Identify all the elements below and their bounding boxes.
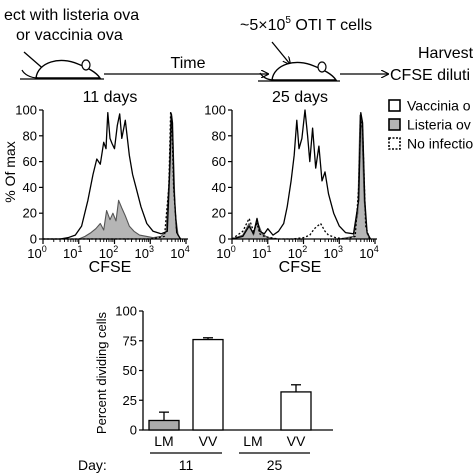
legend-swatch-gray-filled: [388, 118, 401, 131]
legend-label-dotted: No infectio: [407, 136, 473, 152]
infect-label-line1: ect with listeria ova: [4, 7, 139, 24]
histogram-day-11: % Of max CFSE 0 20 40 60 80 100 100 101 102 103 10…: [2, 103, 190, 277]
h2-xlabel: CFSE: [279, 259, 322, 276]
day-group-label: 25: [267, 457, 283, 473]
bar-chart: Percent dividing cells Day: 0 25 50 75 100 LM…: [78, 304, 333, 473]
legend-swatch-dotted: [388, 137, 401, 150]
h1-xtick-label: 102: [99, 244, 118, 261]
h2-xtick-label: 104: [359, 244, 378, 261]
mouse-icon-left: [21, 59, 102, 79]
h1-ytick-label: 40: [23, 180, 37, 195]
transfer-arrow: [271, 41, 290, 64]
schematic: ect with listeria ova or vaccinia ova Ti…: [4, 7, 474, 106]
h2-series-solid-open: [231, 109, 372, 240]
h2-series-gray-filled: [231, 114, 371, 240]
h2-ytick-label: 20: [212, 206, 226, 221]
bar-category-label: LM: [243, 433, 262, 449]
h2-series-gray-filled-area: [232, 115, 371, 239]
harvest-label-line1: Harvest: [418, 45, 474, 62]
time-label: Time: [171, 55, 206, 72]
h2-xtick-label: 103: [324, 244, 343, 261]
infect-label-line2: or vaccinia ova: [16, 27, 123, 44]
transfer-prefix: ~5×10: [240, 17, 285, 34]
h1-xlabel: CFSE: [89, 259, 132, 276]
bar-3: [280, 391, 312, 431]
h2-xtick-label: 100: [216, 244, 235, 261]
h1-ytick-label: 80: [23, 128, 37, 143]
h1-ytick-label: 60: [23, 154, 37, 169]
legend-swatch-solid-open: [388, 99, 401, 112]
h2-ytick-label: 40: [212, 180, 226, 195]
h1-xtick-label: 100: [27, 244, 46, 261]
transfer-suffix: OTI T cells: [291, 17, 372, 34]
legend: Vaccinia o Listeria ov No infectio: [388, 98, 473, 152]
h1-ytick-label: 0: [30, 232, 37, 247]
transfer-exponent: 5: [285, 15, 291, 26]
bar-category-label: VV: [287, 433, 306, 449]
legend-label-gray-filled: Listeria ov: [407, 117, 471, 133]
bar-0: [148, 419, 180, 431]
h1-series-dotted: [43, 111, 182, 240]
day-group-label: 11: [179, 457, 194, 473]
bar-1: [192, 338, 224, 431]
legend-label-solid-open: Vaccinia o: [407, 98, 471, 114]
day-label-left: 11 days: [83, 89, 138, 106]
h2-xtick-label: 101: [252, 244, 271, 261]
h2-ytick-label: 60: [212, 154, 226, 169]
bar-ytick-label: 100: [115, 304, 137, 319]
day-prefix: Day:: [78, 457, 107, 473]
h2-ytick-label: 0: [219, 232, 226, 247]
bar-ytick-label: 75: [123, 333, 137, 348]
h1-series-gray-filled-area: [43, 112, 181, 239]
h1-xtick-label: 104: [170, 244, 189, 261]
day-label-right: 25 days: [272, 89, 328, 106]
histogram-day-25: CFSE 0 20 40 60 80 100 100 101 102 103 104: [204, 103, 378, 277]
h1-xtick-label: 101: [63, 244, 82, 261]
h2-xtick-label: 102: [288, 244, 307, 261]
mouse-icon-right: [259, 61, 338, 81]
h2-series-dotted: [231, 113, 371, 240]
bar-category-label: LM: [154, 433, 173, 449]
bar-ytick-label: 25: [123, 393, 137, 408]
harvest-label-line2: CFSE diluti: [390, 67, 470, 84]
bar-ytick-label: 50: [123, 363, 137, 378]
bar-ylabel: Percent dividing cells: [94, 311, 109, 434]
h1-ylabel: % Of max: [2, 141, 18, 202]
h2-ytick-label: 80: [212, 128, 226, 143]
bar-ytick-label: 0: [130, 423, 137, 438]
h1-ytick-label: 100: [15, 103, 37, 118]
h1-ytick-label: 20: [23, 206, 37, 221]
h2-ytick-label: 100: [204, 103, 226, 118]
bar-category-label: VV: [199, 433, 218, 449]
transfer-label: ~5×105 OTI T cells: [240, 15, 372, 34]
h1-xtick-label: 103: [135, 244, 154, 261]
